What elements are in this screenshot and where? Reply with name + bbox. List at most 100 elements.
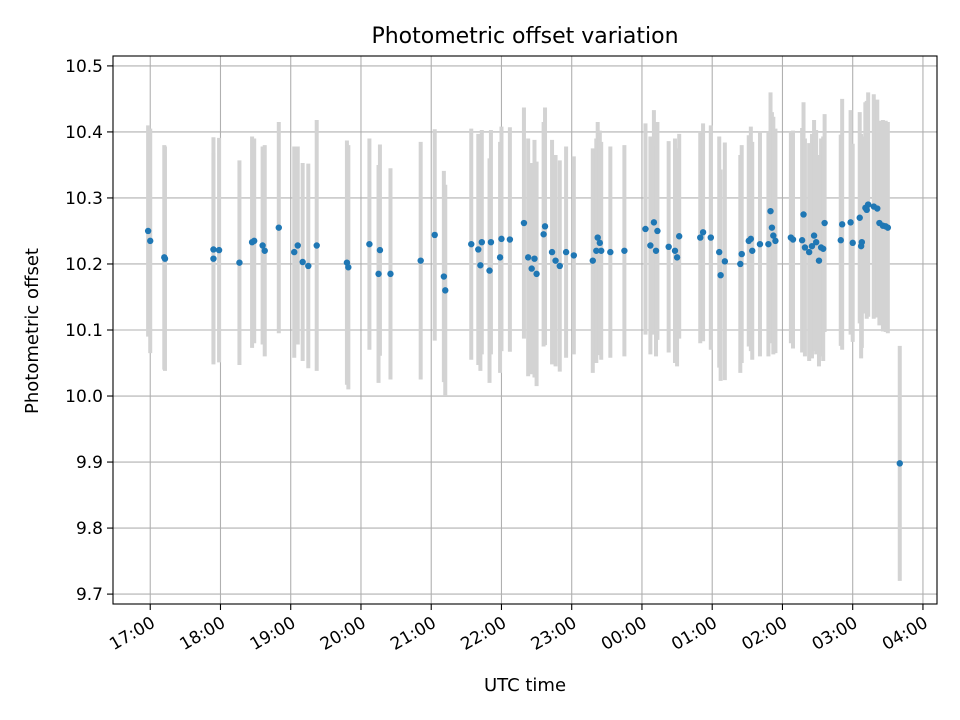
data-point: [299, 258, 306, 266]
data-point: [261, 247, 268, 254]
data-point: [250, 237, 258, 245]
data-point: [210, 246, 217, 253]
data-point: [896, 460, 903, 467]
data-point: [144, 227, 152, 235]
data-point: [789, 236, 797, 243]
data-point: [699, 229, 707, 236]
data-point: [671, 247, 679, 254]
data-point: [665, 243, 672, 251]
data-point: [593, 247, 600, 254]
data-point: [812, 238, 820, 246]
y-tick-label: 10.5: [65, 57, 103, 77]
data-point: [607, 248, 614, 256]
data-point: [305, 262, 312, 270]
data-point: [874, 205, 881, 212]
data-point: [598, 247, 605, 254]
data-point: [468, 240, 475, 248]
data-point: [808, 242, 816, 250]
data-point: [313, 242, 320, 249]
data-point: [417, 257, 424, 264]
y-tick-label: 9.7: [76, 585, 103, 605]
data-point: [721, 258, 729, 265]
data-point: [161, 255, 169, 262]
data-point: [520, 219, 528, 227]
data-point: [770, 232, 777, 239]
data-point: [477, 262, 484, 269]
y-tick-label: 10.4: [65, 123, 103, 143]
y-axis-label: Photometric offset: [22, 248, 43, 414]
data-point: [805, 248, 813, 256]
x-axis-label: UTC time: [484, 675, 566, 696]
data-point: [837, 237, 844, 244]
data-point: [652, 247, 660, 254]
data-point: [707, 234, 715, 241]
chart-title: Photometric offset variation: [371, 24, 678, 49]
data-point: [498, 235, 505, 243]
data-point: [528, 265, 535, 272]
data-point: [596, 239, 604, 247]
data-point: [487, 238, 495, 246]
data-point: [387, 270, 394, 278]
data-point: [673, 254, 681, 261]
data-point: [642, 225, 649, 233]
data-point: [756, 240, 764, 248]
data-point: [801, 244, 809, 251]
data-point: [768, 224, 776, 231]
data-point: [863, 206, 870, 214]
data-point: [541, 223, 549, 230]
data-point: [366, 240, 373, 248]
data-point: [486, 267, 493, 274]
data-point: [215, 246, 223, 254]
data-point: [506, 236, 514, 243]
data-point: [815, 257, 823, 264]
y-tick-label: 10.3: [65, 189, 103, 209]
data-point: [621, 247, 628, 254]
data-point: [810, 232, 818, 239]
data-points: [144, 201, 903, 467]
data-point: [589, 257, 596, 264]
data-point: [291, 248, 298, 256]
data-point: [884, 224, 892, 231]
data-point: [531, 255, 538, 262]
data-point: [747, 235, 755, 243]
data-point: [765, 240, 772, 248]
data-point: [376, 246, 384, 254]
data-point: [524, 254, 532, 261]
data-point: [849, 239, 856, 247]
data-point: [800, 211, 807, 218]
y-tick-label: 10.0: [65, 387, 103, 407]
data-point: [821, 219, 828, 227]
data-point: [345, 264, 352, 271]
data-point: [478, 238, 485, 246]
data-point: [716, 248, 723, 256]
data-point: [856, 214, 863, 221]
y-tick-label: 10.1: [65, 321, 103, 341]
data-point: [570, 252, 578, 259]
data-point: [798, 237, 806, 244]
data-point: [440, 273, 448, 280]
data-point: [749, 247, 756, 254]
data-point: [654, 227, 661, 235]
data-point: [210, 255, 217, 262]
y-axis-ticks: 9.7 9.8 9.9 10.0 10.1 10.2 10.3 10.4 10.5: [65, 57, 113, 605]
data-point: [772, 237, 779, 245]
data-point: [431, 231, 438, 239]
data-point: [552, 257, 559, 264]
data-point: [496, 254, 504, 261]
data-point: [858, 238, 866, 246]
data-point: [675, 233, 683, 240]
y-tick-label: 10.2: [65, 255, 103, 275]
data-point: [767, 207, 774, 215]
data-point: [556, 262, 563, 270]
data-point: [697, 234, 704, 241]
data-point: [562, 248, 570, 256]
data-point: [847, 219, 854, 226]
y-tick-label: 9.9: [76, 453, 103, 473]
data-point: [275, 224, 282, 231]
y-tick-label: 9.8: [76, 519, 103, 539]
data-point: [294, 242, 301, 249]
data-point: [375, 270, 382, 278]
data-point: [259, 242, 266, 249]
data-point: [737, 260, 744, 268]
